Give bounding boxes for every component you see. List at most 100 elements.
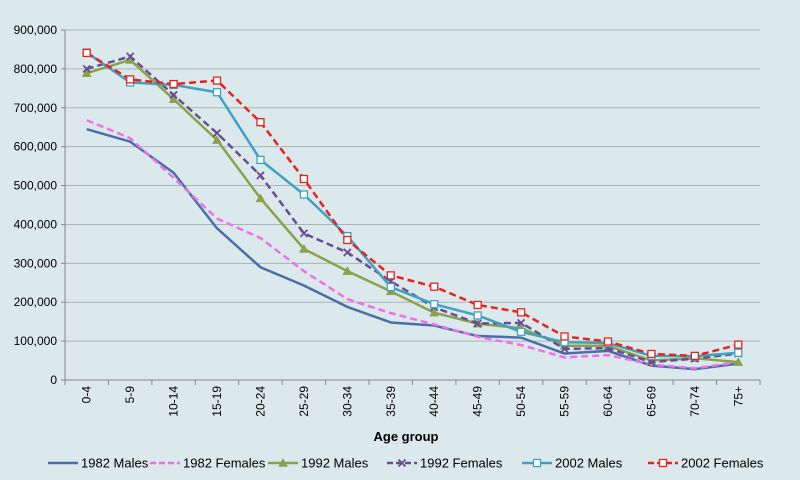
data-point	[82, 64, 91, 74]
x-tick-label: 30-34	[340, 386, 354, 417]
data-point	[733, 357, 744, 366]
data-point	[82, 48, 91, 58]
series-line	[86, 119, 739, 370]
data-point	[429, 307, 440, 317]
legend-item: 2002 Females	[648, 456, 764, 471]
legend-label: 1982 Males	[81, 456, 149, 471]
data-point	[430, 282, 439, 291]
data-point	[126, 52, 135, 61]
y-tick-label: 400,000	[14, 217, 58, 231]
data-point	[212, 76, 222, 85]
y-tick-label: 100,000	[14, 334, 58, 348]
data-point	[473, 300, 482, 310]
data-point	[169, 79, 178, 89]
y-tick-label: 700,000	[14, 101, 58, 115]
data-point	[255, 193, 266, 203]
data-point	[299, 190, 309, 199]
legend-item: 1982 Females	[150, 456, 266, 471]
data-point	[690, 351, 699, 361]
y-tick-label: 500,000	[14, 179, 58, 193]
legend-item: 1992 Males	[268, 456, 369, 471]
x-tick-label: 0-4	[80, 386, 94, 404]
data-point	[430, 300, 439, 309]
y-tick-label: 900,000	[14, 23, 58, 37]
data-point	[212, 88, 222, 97]
data-point	[516, 318, 526, 327]
x-tick-label: 50-54	[514, 386, 528, 417]
series-0	[86, 127, 739, 371]
data-point	[647, 349, 656, 359]
x-tick-label: 25-29	[297, 386, 311, 417]
data-point	[256, 171, 265, 180]
data-point	[734, 340, 743, 349]
data-point	[734, 348, 743, 357]
data-point	[168, 94, 179, 103]
data-point	[560, 332, 569, 341]
x-axis-title: Age group	[374, 429, 439, 444]
data-point	[212, 135, 222, 144]
x-tick-label: 40-44	[427, 386, 441, 417]
series-1	[86, 119, 739, 370]
legend-label: 1982 Females	[183, 456, 266, 471]
data-point	[516, 308, 526, 317]
x-tick-label: 10-14	[167, 386, 181, 417]
data-point	[473, 319, 482, 328]
data-point	[126, 75, 135, 84]
legend-label: 1992 Females	[420, 456, 503, 471]
data-point	[560, 344, 569, 354]
x-tick-label: 60-64	[601, 386, 615, 417]
legend-item: 1992 Females	[387, 456, 503, 471]
data-point	[342, 266, 353, 275]
legend: 1982 Males 1982 Females 1992 Males 1992 Fem…	[48, 456, 764, 471]
legend-marker	[278, 457, 288, 467]
x-tick-label: 35-39	[384, 386, 398, 417]
y-tick-label: 0	[50, 373, 57, 387]
legend-item: 1982 Males	[48, 456, 149, 471]
data-point	[603, 337, 613, 346]
series-5	[82, 48, 743, 361]
data-point	[212, 128, 222, 138]
data-point	[256, 155, 265, 165]
x-tick-label: 45-49	[471, 386, 485, 417]
y-tick-label: 600,000	[14, 140, 58, 154]
series-line	[86, 58, 739, 364]
legend-label: 1992 Males	[301, 456, 369, 471]
x-tick-label: 70-74	[688, 386, 702, 417]
data-point	[298, 243, 309, 253]
y-tick-label: 200,000	[14, 295, 58, 309]
series-line	[86, 55, 739, 364]
y-tick-label: 300,000	[14, 256, 58, 270]
axes	[64, 30, 760, 381]
y-tick-label: 800,000	[14, 62, 58, 76]
legend-label: 2002 Males	[555, 456, 623, 471]
data-point	[516, 327, 526, 336]
legend-marker	[532, 458, 542, 468]
data-point	[299, 174, 309, 184]
legend-marker	[658, 458, 668, 468]
data-point	[473, 311, 482, 320]
data-point	[343, 248, 352, 257]
data-point	[343, 235, 352, 245]
data-point	[299, 229, 309, 238]
series-group	[81, 48, 744, 371]
legend-item: 2002 Males	[522, 456, 623, 471]
data-point	[386, 271, 395, 280]
y-axis-ticks: 0 100,000 200,000 300,000 400,000 500,000 600,…	[14, 23, 65, 387]
x-axis-ticks: 0-4 5-9 10-14 15-19 20-24 25-29 30-34 35-39 40-4…	[64, 380, 761, 417]
x-tick-label: 65-69	[644, 386, 658, 417]
data-point	[81, 68, 92, 77]
legend-marker	[397, 458, 407, 468]
x-tick-label: 55-59	[558, 386, 572, 417]
x-tick-label: 15-19	[210, 386, 224, 417]
series-line	[86, 51, 739, 358]
x-tick-label: 20-24	[253, 386, 267, 417]
data-point	[256, 118, 265, 127]
x-tick-label: 75+	[731, 386, 745, 406]
series-line	[86, 51, 739, 358]
data-point	[386, 282, 395, 292]
x-tick-label: 5-9	[123, 386, 137, 404]
series-line	[86, 127, 739, 371]
legend-label: 2002 Females	[681, 456, 764, 471]
